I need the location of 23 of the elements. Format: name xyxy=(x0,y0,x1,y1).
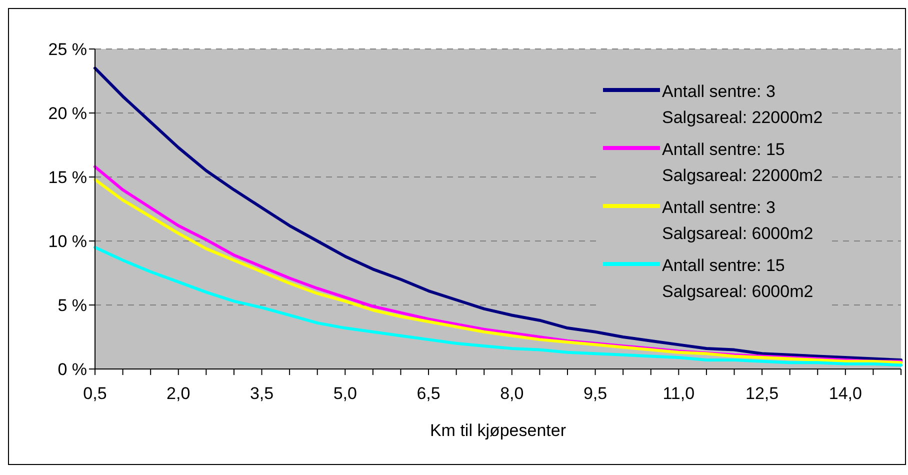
x-tick-label: 0,5 xyxy=(83,384,107,404)
y-tick-label: 5 % xyxy=(58,296,87,316)
y-tick-label: 25 % xyxy=(48,40,87,60)
line-series xyxy=(94,66,902,362)
x-tick-label: 9,5 xyxy=(583,384,608,404)
y-tick-label: 10 % xyxy=(48,232,87,252)
legend-label: Antall sentre: 15 Salgsareal: 22000m2 xyxy=(662,139,823,187)
x-tick-label: 6,5 xyxy=(416,384,440,404)
line-series xyxy=(94,246,902,367)
x-tick-label: 5,0 xyxy=(333,384,357,404)
x-tick-label: 3,5 xyxy=(250,384,274,404)
y-tick-label: 15 % xyxy=(48,168,87,188)
legend-label: Antall sentre: 3 Salgsareal: 6000m2 xyxy=(662,197,814,245)
x-axis-title: Km til kjøpesenter xyxy=(430,421,566,440)
x-tick-label: 2,0 xyxy=(166,384,190,404)
x-tick-label: 8,0 xyxy=(500,384,524,404)
x-tick-label: 11,0 xyxy=(662,384,695,404)
y-tick-label: 20 % xyxy=(48,104,87,124)
legend-label: Antall sentre: 3 Salgsareal: 22000m2 xyxy=(662,81,823,129)
x-tick-label: 14,0 xyxy=(828,384,862,404)
x-tick-label: 12,5 xyxy=(745,384,779,404)
y-tick-label: 0 % xyxy=(58,360,87,380)
legend-label: Antall sentre: 15 Salgsareal: 6000m2 xyxy=(662,255,814,303)
